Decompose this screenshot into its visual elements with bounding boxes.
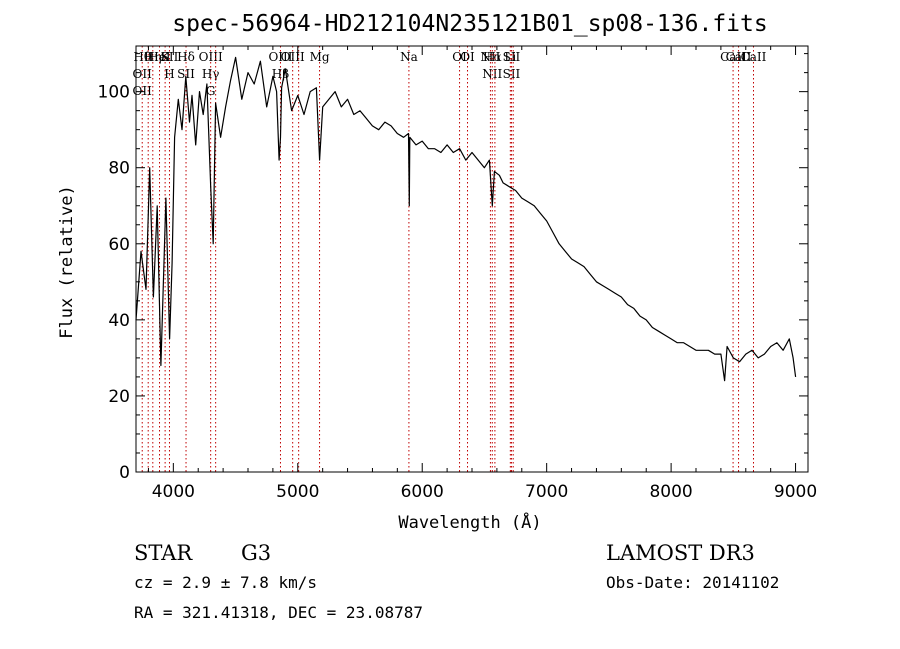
y-tick-label: 100 — [98, 83, 130, 103]
line-marker-label: OIII — [281, 50, 305, 64]
line-marker-label: G — [206, 84, 216, 98]
observation-date: Obs-Date: 20141102 — [606, 573, 779, 592]
line-marker-label: OI — [452, 50, 467, 64]
line-marker-label: H — [164, 67, 174, 81]
line-marker-label: Li — [504, 50, 516, 64]
line-marker-label: Na — [400, 50, 418, 64]
line-markers: HθOIIOIIHηHeIKSIIHHδSIIOIIIHγGOIIIHβOIII… — [133, 46, 767, 472]
y-tick-label: 60 — [108, 235, 130, 255]
y-axis-label: Flux (relative) — [57, 185, 77, 339]
y-tick-label: 20 — [108, 387, 130, 407]
coordinates: RA = 321.41318, DEC = 23.08787 — [134, 603, 423, 622]
line-marker-label: OIII — [199, 50, 223, 64]
line-marker-label: OII — [133, 84, 153, 98]
x-axis-label: Wavelength (Å) — [398, 511, 541, 533]
line-marker-label: CaII — [741, 50, 767, 64]
line-marker-label: HeI — [148, 50, 171, 64]
line-marker-label: OI — [460, 50, 475, 64]
object-class: STAR — [134, 541, 193, 565]
line-marker-label: NII — [480, 50, 500, 64]
line-marker-label: K — [161, 50, 171, 64]
chart-title: spec-56964-HD212104N235121B01_sp08-136.f… — [172, 11, 767, 37]
plot-border — [135, 45, 809, 473]
line-marker-label: CaII — [720, 50, 746, 64]
line-marker-label: CaII — [726, 50, 752, 64]
line-marker-label: OIII — [268, 50, 292, 64]
x-tick-label: 4000 — [152, 482, 195, 502]
line-marker-label: Hη — [144, 50, 162, 64]
line-marker-label: SII — [161, 50, 179, 64]
x-tick-label: 7000 — [525, 482, 568, 502]
line-marker-label: Hγ — [202, 67, 220, 81]
survey-name: LAMOST DR3 — [606, 541, 755, 565]
line-marker-label: Hδ — [177, 50, 195, 64]
y-tick-label: 0 — [119, 463, 130, 483]
line-marker-label: NII — [482, 67, 502, 81]
x-tick-label: 8000 — [649, 482, 692, 502]
axis-ticks: 4000 5000 6000 7000 8000 9000 0 20 40 60 80 100 — [98, 46, 817, 502]
line-marker-label: SII — [177, 67, 195, 81]
line-marker-label: Mg — [310, 50, 330, 64]
spectrum-plot — [135, 56, 797, 382]
x-tick-label: 9000 — [774, 482, 817, 502]
line-marker-label: SII — [503, 67, 521, 81]
spectrum-line — [135, 56, 797, 382]
y-tick-label: 40 — [108, 311, 130, 331]
line-marker-label: Hα — [483, 50, 502, 64]
redshift-velocity: cz = 2.9 ± 7.8 km/s — [134, 573, 317, 592]
line-marker-label: OII — [133, 67, 153, 81]
plot-frame — [135, 45, 809, 473]
x-tick-label: 6000 — [401, 482, 444, 502]
y-tick-label: 80 — [108, 159, 130, 179]
line-marker-label: SII — [503, 50, 521, 64]
x-tick-label: 5000 — [276, 482, 319, 502]
object-subclass: G3 — [241, 541, 271, 565]
